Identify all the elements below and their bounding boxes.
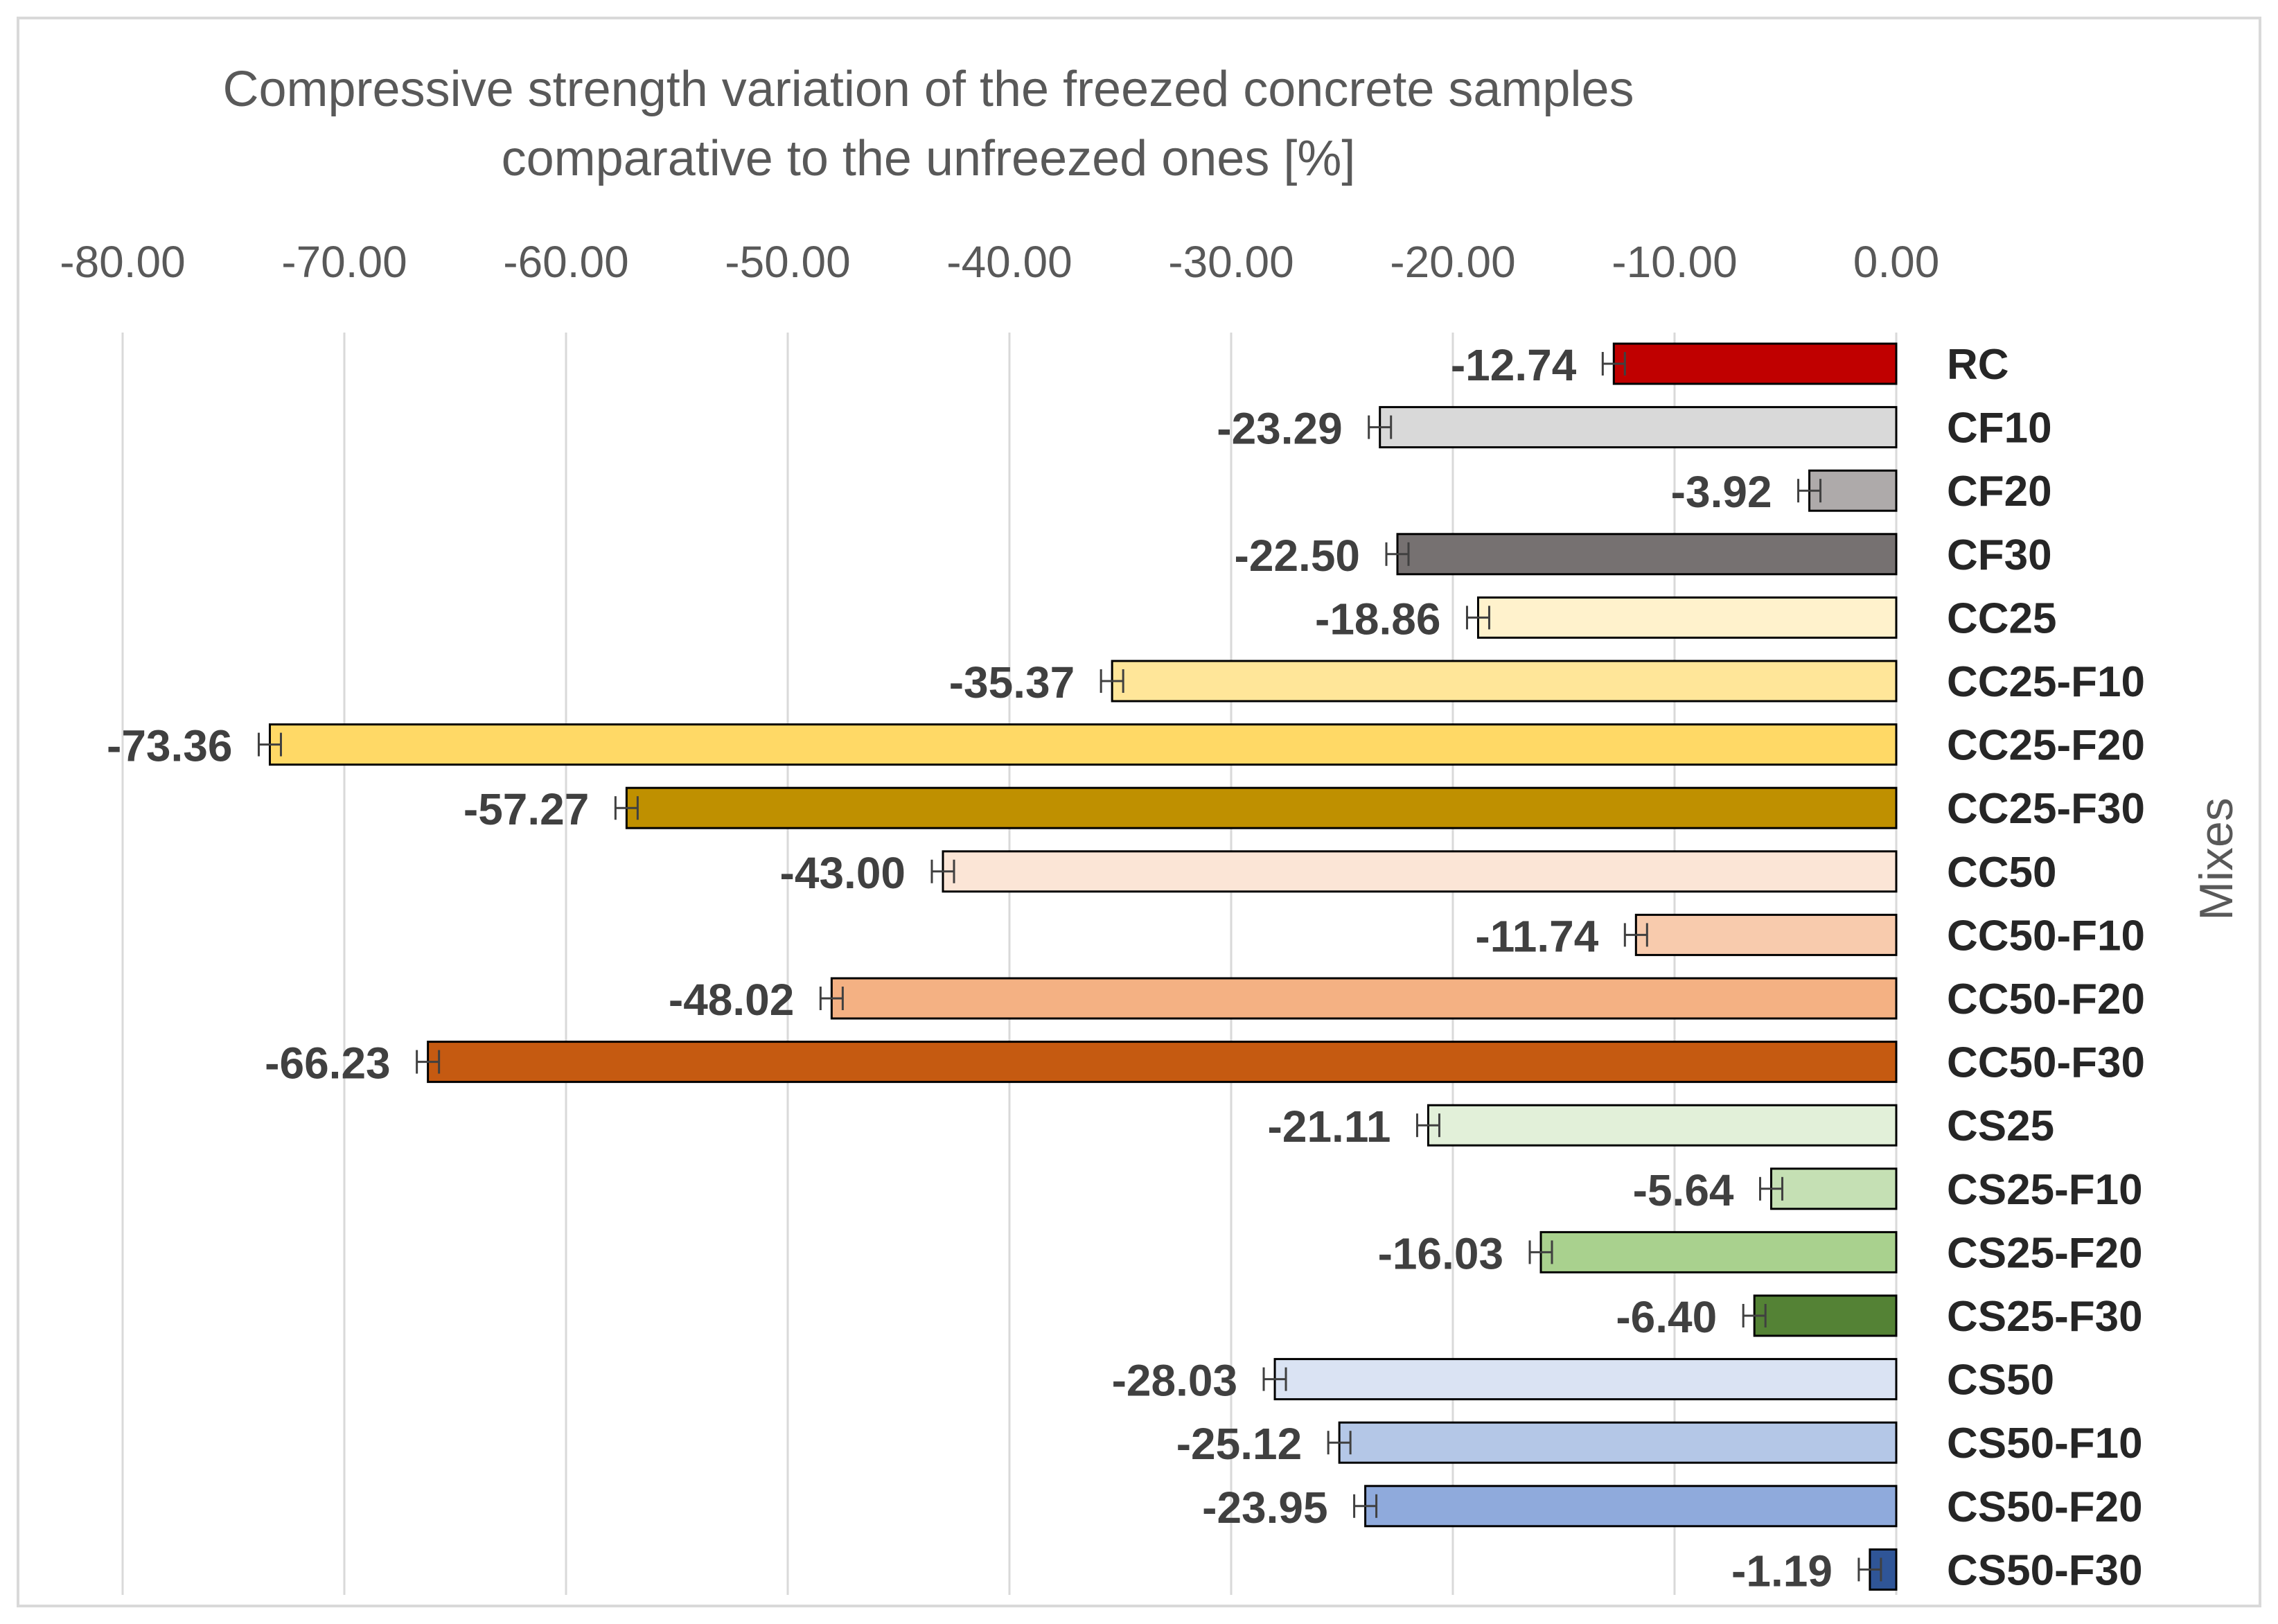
bar-cs25-f30 bbox=[1753, 1294, 1898, 1337]
error-bar bbox=[1742, 1304, 1767, 1327]
bars bbox=[268, 342, 1898, 1591]
value-label: -57.27 bbox=[463, 784, 589, 834]
error-bar bbox=[1601, 352, 1626, 376]
value-label: -43.00 bbox=[780, 848, 906, 898]
value-label: -18.86 bbox=[1315, 594, 1440, 644]
bar-cc50 bbox=[942, 850, 1898, 893]
error-bar bbox=[1759, 1176, 1784, 1201]
bar-cs25-f20 bbox=[1539, 1230, 1898, 1273]
bar-cc25-f20 bbox=[268, 723, 1898, 766]
chart-title-line-1: Compressive strength variation of the fr… bbox=[223, 62, 1634, 117]
error-bar bbox=[1385, 542, 1410, 566]
error-bar bbox=[1797, 479, 1822, 503]
value-label: -21.11 bbox=[1268, 1102, 1391, 1151]
x-tick-label: -20.00 bbox=[1390, 237, 1515, 287]
value-label: -5.64 bbox=[1633, 1165, 1734, 1215]
value-labels: -12.74 -23.29 -3.92 -22.50 -18.86 -35.37 -73.3… bbox=[107, 340, 1833, 1596]
value-label: -25.12 bbox=[1176, 1419, 1302, 1469]
bar-cs50-f10 bbox=[1338, 1421, 1898, 1464]
bar-cc25 bbox=[1476, 596, 1898, 639]
value-label: -12.74 bbox=[1451, 340, 1577, 390]
category-label: CF20 bbox=[1947, 468, 2052, 515]
value-label: -1.19 bbox=[1731, 1546, 1833, 1596]
error-bar bbox=[257, 732, 282, 757]
x-tick-label: -70.00 bbox=[281, 237, 407, 287]
x-tick-labels: -80.00 -70.00 -60.00 -50.00 -40.00 -30.00 -20.… bbox=[60, 237, 1939, 287]
category-label: CS25-F10 bbox=[1947, 1166, 2143, 1214]
error-bar bbox=[1262, 1367, 1287, 1391]
value-label: -22.50 bbox=[1235, 531, 1360, 581]
value-label: -16.03 bbox=[1378, 1228, 1503, 1278]
category-label: CF10 bbox=[1947, 405, 2052, 452]
category-labels: RC CF10 CF20 CF30 CC25 CC25-F10 CC25-F20 CC25-F… bbox=[1947, 341, 2145, 1594]
error-bar bbox=[1623, 923, 1648, 947]
error-bar bbox=[1415, 1113, 1440, 1138]
error-bar bbox=[930, 859, 955, 883]
x-tick-label: -10.00 bbox=[1612, 237, 1737, 287]
category-label: CC25 bbox=[1947, 594, 2057, 642]
bar-cs25 bbox=[1427, 1104, 1898, 1147]
value-label: -3.92 bbox=[1671, 467, 1772, 517]
category-label: CC50 bbox=[1947, 849, 2057, 897]
error-bar bbox=[1327, 1431, 1352, 1455]
category-label: CS25-F30 bbox=[1947, 1293, 2143, 1341]
error-bar bbox=[1100, 669, 1124, 693]
error-bar bbox=[416, 1050, 441, 1074]
category-label: CS50-F10 bbox=[1947, 1420, 2143, 1467]
error-bar bbox=[1368, 415, 1393, 439]
category-label: CC25-F30 bbox=[1947, 785, 2145, 833]
value-label: -23.29 bbox=[1217, 404, 1342, 454]
value-label: -6.40 bbox=[1616, 1292, 1717, 1342]
x-tick-label: -30.00 bbox=[1168, 237, 1293, 287]
bar-cc50-f20 bbox=[830, 977, 1898, 1020]
bar-cs50 bbox=[1273, 1358, 1898, 1401]
category-label: CS50-F20 bbox=[1947, 1483, 2143, 1531]
error-bar bbox=[1528, 1240, 1553, 1264]
error-bar bbox=[1857, 1557, 1882, 1582]
bar-rc bbox=[1612, 342, 1898, 385]
category-label: CS50-F30 bbox=[1947, 1546, 2143, 1594]
value-label: -66.23 bbox=[265, 1039, 390, 1088]
gridlines bbox=[121, 333, 1898, 1595]
x-tick-label: -60.00 bbox=[503, 237, 628, 287]
error-bar bbox=[614, 796, 639, 820]
bar-cc25-f10 bbox=[1111, 660, 1898, 703]
category-label: CS25-F20 bbox=[1947, 1229, 2143, 1277]
x-tick-label: -40.00 bbox=[946, 237, 1072, 287]
error-bars bbox=[257, 352, 1882, 1582]
x-tick-label: -80.00 bbox=[60, 237, 185, 287]
chart-title-line-2: comparative to the unfreezed ones [%] bbox=[502, 131, 1356, 186]
error-bar bbox=[819, 987, 844, 1010]
category-label: CS25 bbox=[1947, 1102, 2054, 1150]
category-label: RC bbox=[1947, 341, 2009, 389]
value-label: -11.74 bbox=[1475, 911, 1598, 961]
bar-cf10 bbox=[1379, 406, 1898, 449]
error-bar bbox=[1353, 1494, 1378, 1518]
value-label: -28.03 bbox=[1112, 1356, 1237, 1406]
category-label: CC50-F30 bbox=[1947, 1039, 2145, 1087]
value-label: -73.36 bbox=[107, 721, 232, 771]
category-label: CF30 bbox=[1947, 531, 2052, 579]
value-label: -23.95 bbox=[1202, 1483, 1327, 1533]
category-label: CC25-F10 bbox=[1947, 658, 2145, 706]
x-tick-label: 0.00 bbox=[1853, 237, 1940, 287]
bar-cf30 bbox=[1396, 533, 1898, 576]
bar-cs50-f20 bbox=[1364, 1485, 1898, 1528]
bar-cf20 bbox=[1808, 469, 1898, 512]
category-label: CC50-F20 bbox=[1947, 976, 2145, 1023]
category-label: CS50 bbox=[1947, 1357, 2054, 1404]
bar-cc25-f30 bbox=[625, 786, 1898, 829]
bar-cc50-f30 bbox=[427, 1041, 1898, 1084]
value-label: -35.37 bbox=[949, 657, 1075, 707]
x-tick-label: -50.00 bbox=[725, 237, 850, 287]
category-label: CC50-F10 bbox=[1947, 912, 2145, 960]
y-axis-title: Mixes bbox=[2190, 797, 2243, 921]
bar-cs25-f10 bbox=[1770, 1167, 1898, 1210]
category-label: CC25-F20 bbox=[1947, 722, 2145, 770]
error-bar bbox=[1465, 606, 1490, 630]
bar-cc50-f10 bbox=[1634, 913, 1898, 956]
value-label: -48.02 bbox=[669, 975, 794, 1025]
